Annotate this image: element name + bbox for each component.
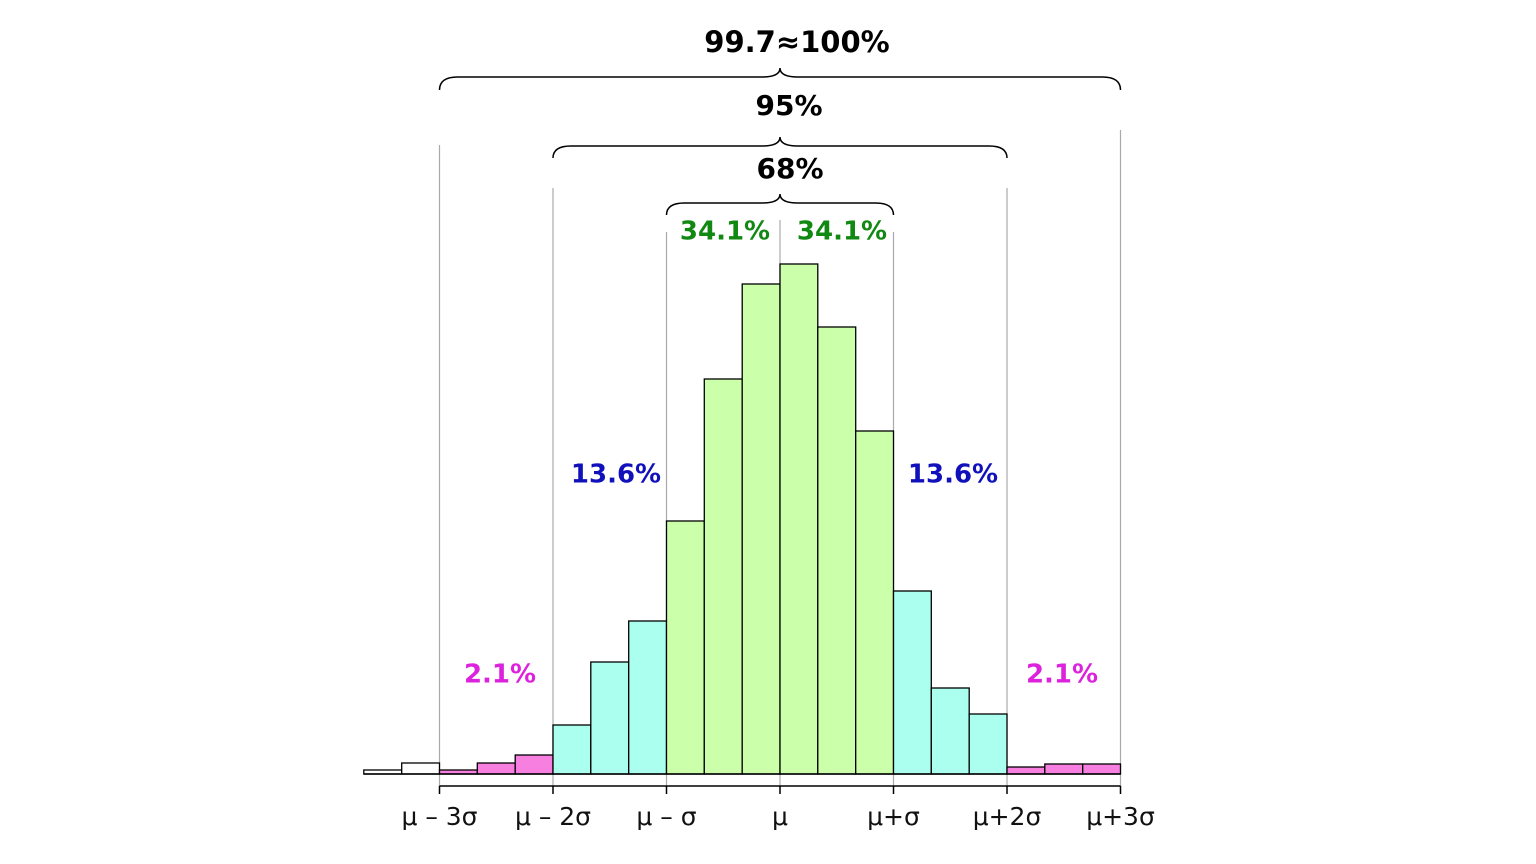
bar bbox=[590, 661, 630, 775]
annotation: 34.1% bbox=[797, 217, 887, 247]
bar bbox=[703, 378, 743, 775]
bar bbox=[930, 687, 970, 775]
x-tick-label: μ – 2σ bbox=[515, 802, 591, 831]
bar bbox=[514, 754, 554, 775]
bar bbox=[968, 713, 1008, 775]
annotation: 95% bbox=[755, 89, 822, 122]
bar bbox=[665, 520, 705, 775]
x-tick-label: μ bbox=[772, 802, 788, 831]
annotation: 68% bbox=[756, 152, 823, 185]
annotation: 99.7≈100% bbox=[704, 25, 889, 59]
bar bbox=[741, 283, 781, 775]
brace bbox=[552, 136, 1008, 159]
bar bbox=[1006, 766, 1046, 775]
bar bbox=[628, 620, 668, 775]
bar bbox=[476, 762, 516, 775]
brace bbox=[438, 67, 1122, 91]
bar bbox=[1082, 763, 1122, 775]
bar bbox=[401, 762, 441, 775]
x-tick-label: μ+3σ bbox=[1086, 802, 1155, 831]
x-tick-label: μ – σ bbox=[636, 802, 696, 831]
annotation: 34.1% bbox=[680, 217, 770, 247]
x-tick-label: μ+σ bbox=[867, 802, 920, 831]
annotation: 2.1% bbox=[1026, 660, 1098, 690]
bar bbox=[1044, 763, 1084, 775]
annotation: 2.1% bbox=[464, 660, 536, 690]
bar bbox=[552, 724, 592, 775]
bar bbox=[779, 263, 819, 775]
x-tick-label: μ – 3σ bbox=[401, 802, 477, 831]
annotation: 13.6% bbox=[908, 460, 998, 490]
brace bbox=[665, 193, 895, 216]
bar bbox=[892, 590, 932, 775]
annotation: 13.6% bbox=[571, 460, 661, 490]
x-tick-label: μ+2σ bbox=[973, 802, 1042, 831]
bar bbox=[817, 326, 857, 775]
bar bbox=[855, 430, 895, 775]
